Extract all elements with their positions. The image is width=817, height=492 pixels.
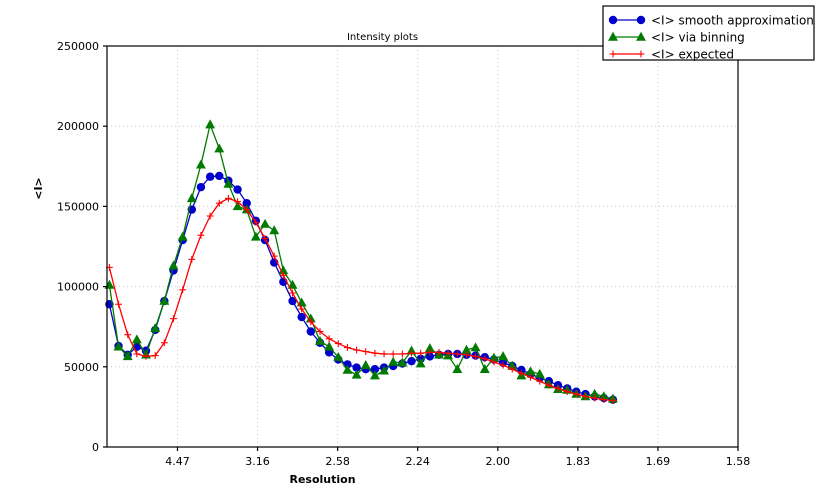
data-point-marker [388,356,399,366]
legend-box [602,5,815,61]
legend-label: <I> expected [651,48,734,62]
data-point-marker [297,312,306,322]
data-point-marker [324,341,335,351]
x-tick-label: 2.24 [405,455,430,468]
data-point-marker [598,391,609,401]
legend-marker [636,31,646,41]
y-tick-label: 150000 [57,200,99,213]
data-point-marker [525,366,536,376]
y-tick-label: 200000 [57,120,99,133]
data-point-marker [315,335,325,345]
data-point-marker [470,342,481,352]
y-axis-title: <I> [32,177,45,200]
data-point-marker [159,295,170,305]
x-tick-label: 1.58 [726,455,751,468]
data-point-marker [452,364,463,373]
data-point-marker [250,231,261,241]
data-point-marker [233,185,242,194]
data-point-marker [351,369,362,379]
x-tick-label: 2.00 [486,455,511,468]
data-point-marker [305,313,316,323]
data-point-marker [370,365,380,374]
data-point-marker [498,351,508,361]
data-point-marker [122,351,133,361]
data-point-marker [424,343,435,353]
data-point-marker [360,359,371,369]
legend-label: <I> via binning [651,31,745,45]
y-tick-label: 0 [92,441,99,454]
data-point-marker [288,296,297,306]
data-point-marker [342,364,353,374]
y-tick-label: 250000 [57,40,99,53]
x-axis: 4.47 3.16 2.58 2.24 2.00 1.83 1.69 1.58 [165,447,750,468]
data-point-marker [352,363,361,372]
legend-marker [636,15,646,25]
data-point-marker [407,356,416,366]
x-tick-label: 2.58 [325,455,350,468]
series-3 [106,194,617,404]
data-point-marker [425,352,435,361]
data-point-marker [150,323,161,333]
data-point-marker [195,159,206,169]
x-tick-label: 1.69 [646,455,671,468]
x-tick-label: 4.47 [165,455,190,468]
plot-background [107,46,738,447]
data-point-marker [177,231,188,241]
x-tick-label: 3.16 [245,455,270,468]
data-point-marker [215,171,224,181]
chart-title: Intensity plots [347,32,418,43]
data-point-marker [287,279,298,289]
legend-label: <I> smooth approximation [651,14,814,28]
x-axis-title: Resolution [289,473,355,486]
data-point-marker [196,182,206,192]
series-line [108,197,613,402]
legend-marker [608,15,618,25]
data-point-marker [379,365,390,375]
data-point-marker [397,357,408,367]
x-tick-label: 1.83 [566,455,591,468]
data-point-marker [333,351,344,361]
data-point-marker [306,327,315,336]
data-point-marker [205,119,216,129]
data-point-marker [131,334,142,344]
data-point-marker [534,368,545,378]
data-point-marker [113,341,124,351]
legend: <I> smooth approximation <I> via binning <… [602,5,815,62]
data-point-marker [214,143,225,153]
data-point-marker [232,201,243,211]
data-point-marker [186,193,197,203]
plot-frame [106,45,739,448]
y-tick-label: 100000 [57,281,99,294]
data-point-marker [278,265,289,275]
data-point-marker [479,364,490,373]
legend-marker [608,31,618,41]
data-point-marker [461,344,472,354]
data-point-marker [269,225,280,235]
data-point-marker [488,352,499,362]
data-point-marker [369,370,380,380]
y-axis: 0 50000 100000 150000 200000 250000 [57,40,107,454]
data-point-marker [415,358,426,368]
data-point-marker [168,260,179,270]
y-tick-label: 50000 [64,361,99,374]
data-point-marker [223,178,234,188]
data-point-marker [589,388,600,398]
data-point-marker [205,172,215,181]
data-point-marker [242,198,251,208]
data-point-marker [260,218,271,228]
